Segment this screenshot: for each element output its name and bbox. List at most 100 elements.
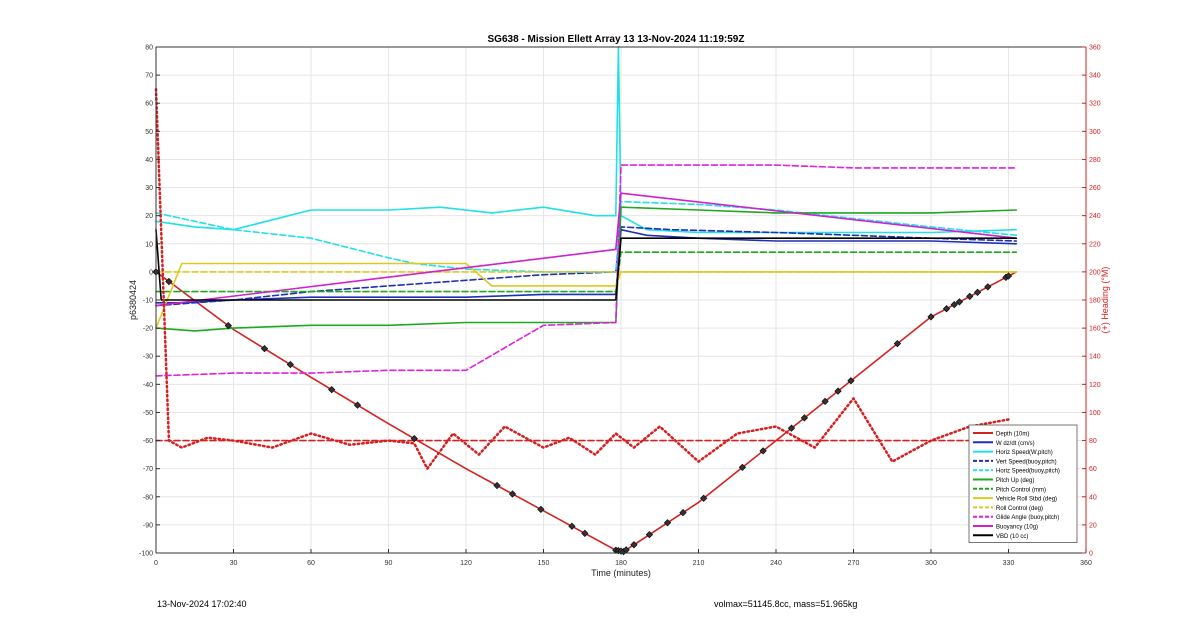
y2-tick-label: 40 <box>1089 494 1097 501</box>
y2-tick-label: 60 <box>1089 466 1097 473</box>
footer-info: volmax=51145.8cc, mass=51.965kg <box>714 599 858 609</box>
y-tick-label: -30 <box>143 354 153 361</box>
depth-marker <box>966 292 974 301</box>
depth-marker <box>508 490 517 498</box>
y2-tick-label: 360 <box>1089 45 1101 52</box>
y2-tick-label: 340 <box>1089 73 1101 80</box>
y2-tick-label: 180 <box>1089 298 1101 305</box>
y-tick-label: 0 <box>149 269 153 276</box>
x-tick-label: 120 <box>460 560 472 567</box>
legend-label: Vehicle Roll Stbd (deg) <box>996 497 1057 503</box>
series-line-10 <box>155 192 1018 307</box>
depth-marker <box>630 541 638 549</box>
y2-axis-label: (+) Heading (°M) <box>1100 267 1110 334</box>
depth-marker <box>738 463 747 471</box>
x-tick-label: 30 <box>230 560 238 567</box>
depth-marker <box>973 288 982 296</box>
depth-marker <box>260 345 269 353</box>
y-tick-label: 60 <box>145 101 153 108</box>
depth-marker <box>700 494 708 502</box>
depth-marker <box>800 414 809 422</box>
depth-marker <box>645 531 654 539</box>
y-tick-label: -60 <box>143 438 153 445</box>
x-tick-label: 360 <box>1080 560 1092 567</box>
x-tick-label: 300 <box>925 560 937 567</box>
depth-marker <box>834 387 842 395</box>
y2-tick-label: 300 <box>1089 129 1101 136</box>
depth-marker <box>410 435 418 443</box>
depth-marker <box>537 505 545 514</box>
depth-marker <box>942 305 951 313</box>
footer-timestamp: 13-Nov-2024 17:02:40 <box>157 599 247 609</box>
y-tick-label: 20 <box>145 213 153 220</box>
x-tick-label: 180 <box>615 560 627 567</box>
depth-marker <box>353 401 362 409</box>
depth-marker <box>847 377 855 385</box>
y-tick-label: 10 <box>145 241 153 248</box>
y-tick-label: -20 <box>143 326 153 333</box>
x-tick-label: 210 <box>693 560 705 567</box>
y2-tick-label: 280 <box>1089 157 1101 164</box>
depth-marker <box>955 298 964 306</box>
y2-tick-label: 240 <box>1089 213 1101 220</box>
y2-tick-label: 120 <box>1089 382 1101 389</box>
depth-marker <box>950 300 958 309</box>
x-axis-label: Time (minutes) <box>591 568 651 578</box>
legend-box <box>968 424 1078 543</box>
legend-label: Depth (10m) <box>996 432 1029 438</box>
y2-tick-label: 140 <box>1089 354 1101 361</box>
series-line-11 <box>155 228 1018 301</box>
depth-marker <box>568 522 576 530</box>
y-axis-label: p6380424 <box>128 280 138 320</box>
depth-marker <box>493 481 501 490</box>
legend-label: Vert Speed(buoy,pitch) <box>996 459 1057 465</box>
y2-tick-label: 100 <box>1089 410 1101 417</box>
y2-tick-label: 260 <box>1089 185 1101 192</box>
y2-tick-label: 220 <box>1089 241 1101 248</box>
y-tick-label: 40 <box>145 157 153 164</box>
depth-marker <box>1004 272 1013 280</box>
legend-label: VBD (10 cc) <box>996 534 1028 540</box>
y-tick-label: -40 <box>143 382 153 389</box>
legend: Depth (10m) W dz/dt (cm/s) Horiz Speed(W,p… <box>968 424 1078 543</box>
x-tick-label: 270 <box>848 560 860 567</box>
depth-marker <box>821 397 829 406</box>
y-tick-label: 70 <box>145 73 153 80</box>
y-tick-label: -50 <box>143 410 153 417</box>
legend-label: W dz/dt (cm/s) <box>996 441 1035 447</box>
y-tick-label: -10 <box>143 298 153 305</box>
y2-tick-label: 20 <box>1089 522 1097 529</box>
y2-tick-label: 320 <box>1089 101 1101 108</box>
series-line-0 <box>155 271 1018 553</box>
y-tick-label: -90 <box>143 522 153 529</box>
series-line-5 <box>155 206 1018 332</box>
legend-label: Glide Angle (buoy,pitch) <box>996 515 1059 521</box>
y-tick-label: 50 <box>145 129 153 136</box>
axes: 0 30 60 90 120 150 180 210 240 270 300 330 360-100-9… <box>139 45 1101 568</box>
depth-marker <box>893 340 902 348</box>
series-line-9 <box>155 164 1018 377</box>
depth-marker <box>759 447 767 455</box>
depth-marker <box>581 529 589 537</box>
legend-label: Horiz Speed(buoy,pitch) <box>996 469 1060 475</box>
series-layer <box>152 46 1018 556</box>
y2-tick-label: 200 <box>1089 269 1101 276</box>
legend-label: Pitch Control (mm) <box>996 487 1046 493</box>
x-tick-label: 90 <box>385 560 393 567</box>
x-tick-label: 240 <box>770 560 782 567</box>
y-tick-label: 80 <box>145 45 153 52</box>
y2-tick-label: 0 <box>1089 551 1093 558</box>
x-tick-label: 60 <box>307 560 315 567</box>
depth-marker <box>927 313 935 321</box>
legend-label: Roll Control (deg) <box>996 506 1043 512</box>
x-tick-label: 330 <box>1003 560 1015 567</box>
series-line-12 <box>154 87 1010 470</box>
x-tick-label: 150 <box>538 560 550 567</box>
y-tick-label: -70 <box>143 466 153 473</box>
depth-marker <box>286 360 294 369</box>
y-tick-label: -100 <box>139 551 153 558</box>
legend-label: Buoyancy (10g) <box>996 525 1038 531</box>
y2-tick-label: 160 <box>1089 326 1101 333</box>
chart-title: SG638 - Mission Ellett Array 13 13-Nov-2… <box>488 34 745 45</box>
